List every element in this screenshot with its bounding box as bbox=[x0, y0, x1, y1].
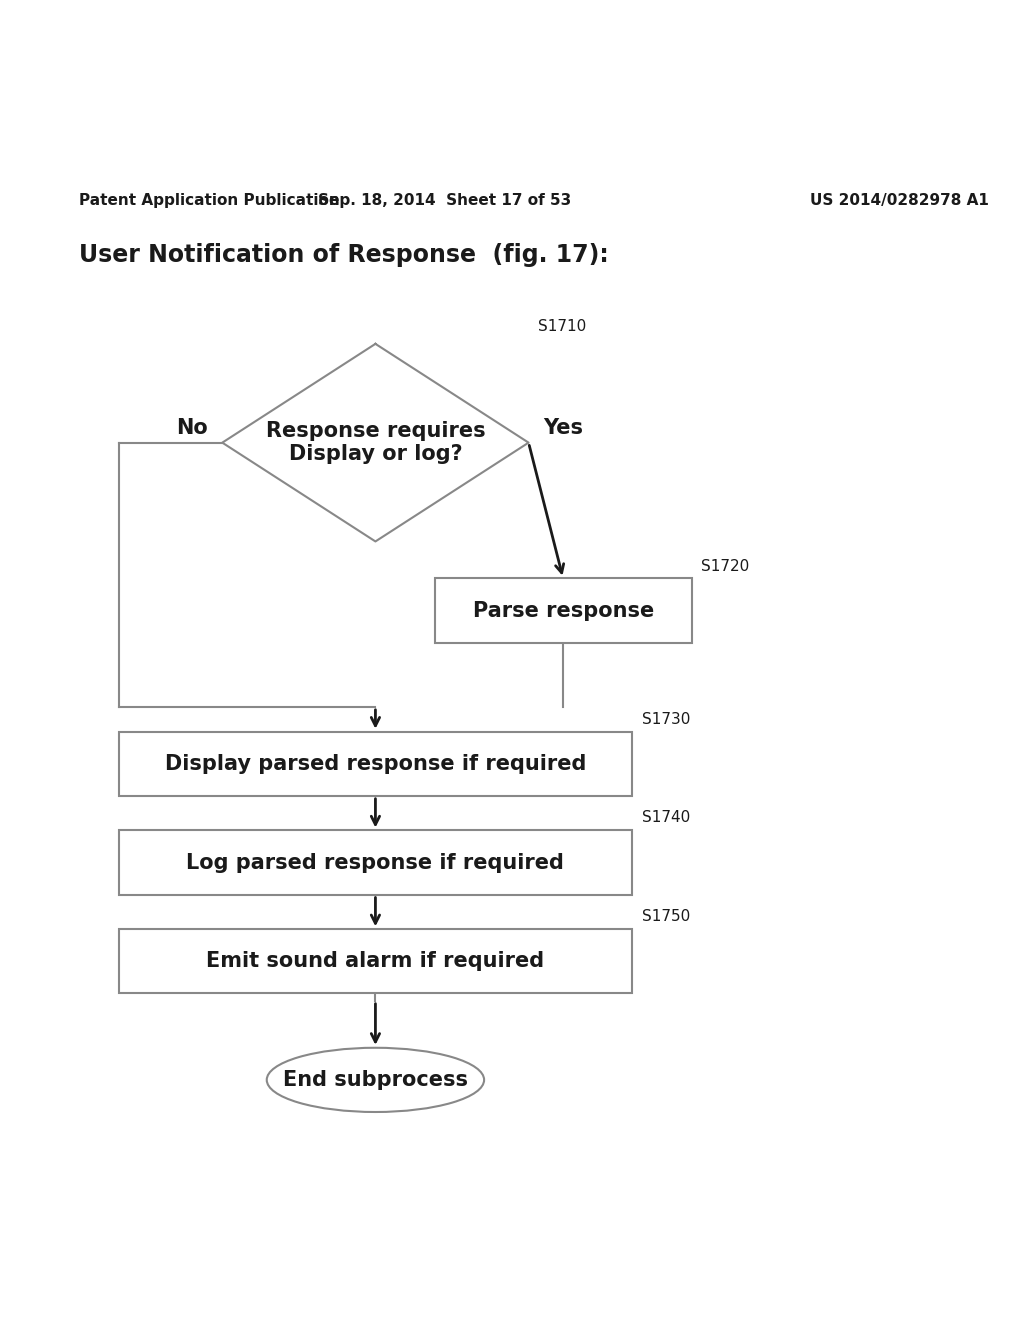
FancyBboxPatch shape bbox=[435, 578, 691, 643]
FancyBboxPatch shape bbox=[119, 830, 632, 895]
Text: S1740: S1740 bbox=[642, 810, 690, 825]
Text: S1750: S1750 bbox=[642, 909, 690, 924]
FancyBboxPatch shape bbox=[119, 731, 632, 796]
Text: Emit sound alarm if required: Emit sound alarm if required bbox=[207, 952, 545, 972]
Text: Parse response: Parse response bbox=[472, 601, 653, 620]
Text: Yes: Yes bbox=[544, 418, 584, 438]
Text: Display parsed response if required: Display parsed response if required bbox=[165, 754, 586, 774]
Text: US 2014/0282978 A1: US 2014/0282978 A1 bbox=[810, 193, 989, 209]
Ellipse shape bbox=[267, 1048, 484, 1111]
Text: Response requires
Display or log?: Response requires Display or log? bbox=[265, 421, 485, 465]
Text: S1730: S1730 bbox=[642, 711, 690, 727]
Text: User Notification of Response  (fig. 17):: User Notification of Response (fig. 17): bbox=[79, 243, 609, 267]
Text: End subprocess: End subprocess bbox=[283, 1071, 468, 1090]
Text: Patent Application Publication: Patent Application Publication bbox=[79, 193, 340, 209]
FancyBboxPatch shape bbox=[119, 929, 632, 994]
Text: S1720: S1720 bbox=[701, 558, 750, 574]
Text: Sep. 18, 2014  Sheet 17 of 53: Sep. 18, 2014 Sheet 17 of 53 bbox=[318, 193, 571, 209]
Text: Log parsed response if required: Log parsed response if required bbox=[186, 853, 564, 873]
Text: No: No bbox=[176, 418, 208, 438]
Polygon shape bbox=[222, 343, 528, 541]
Text: S1710: S1710 bbox=[539, 319, 587, 334]
